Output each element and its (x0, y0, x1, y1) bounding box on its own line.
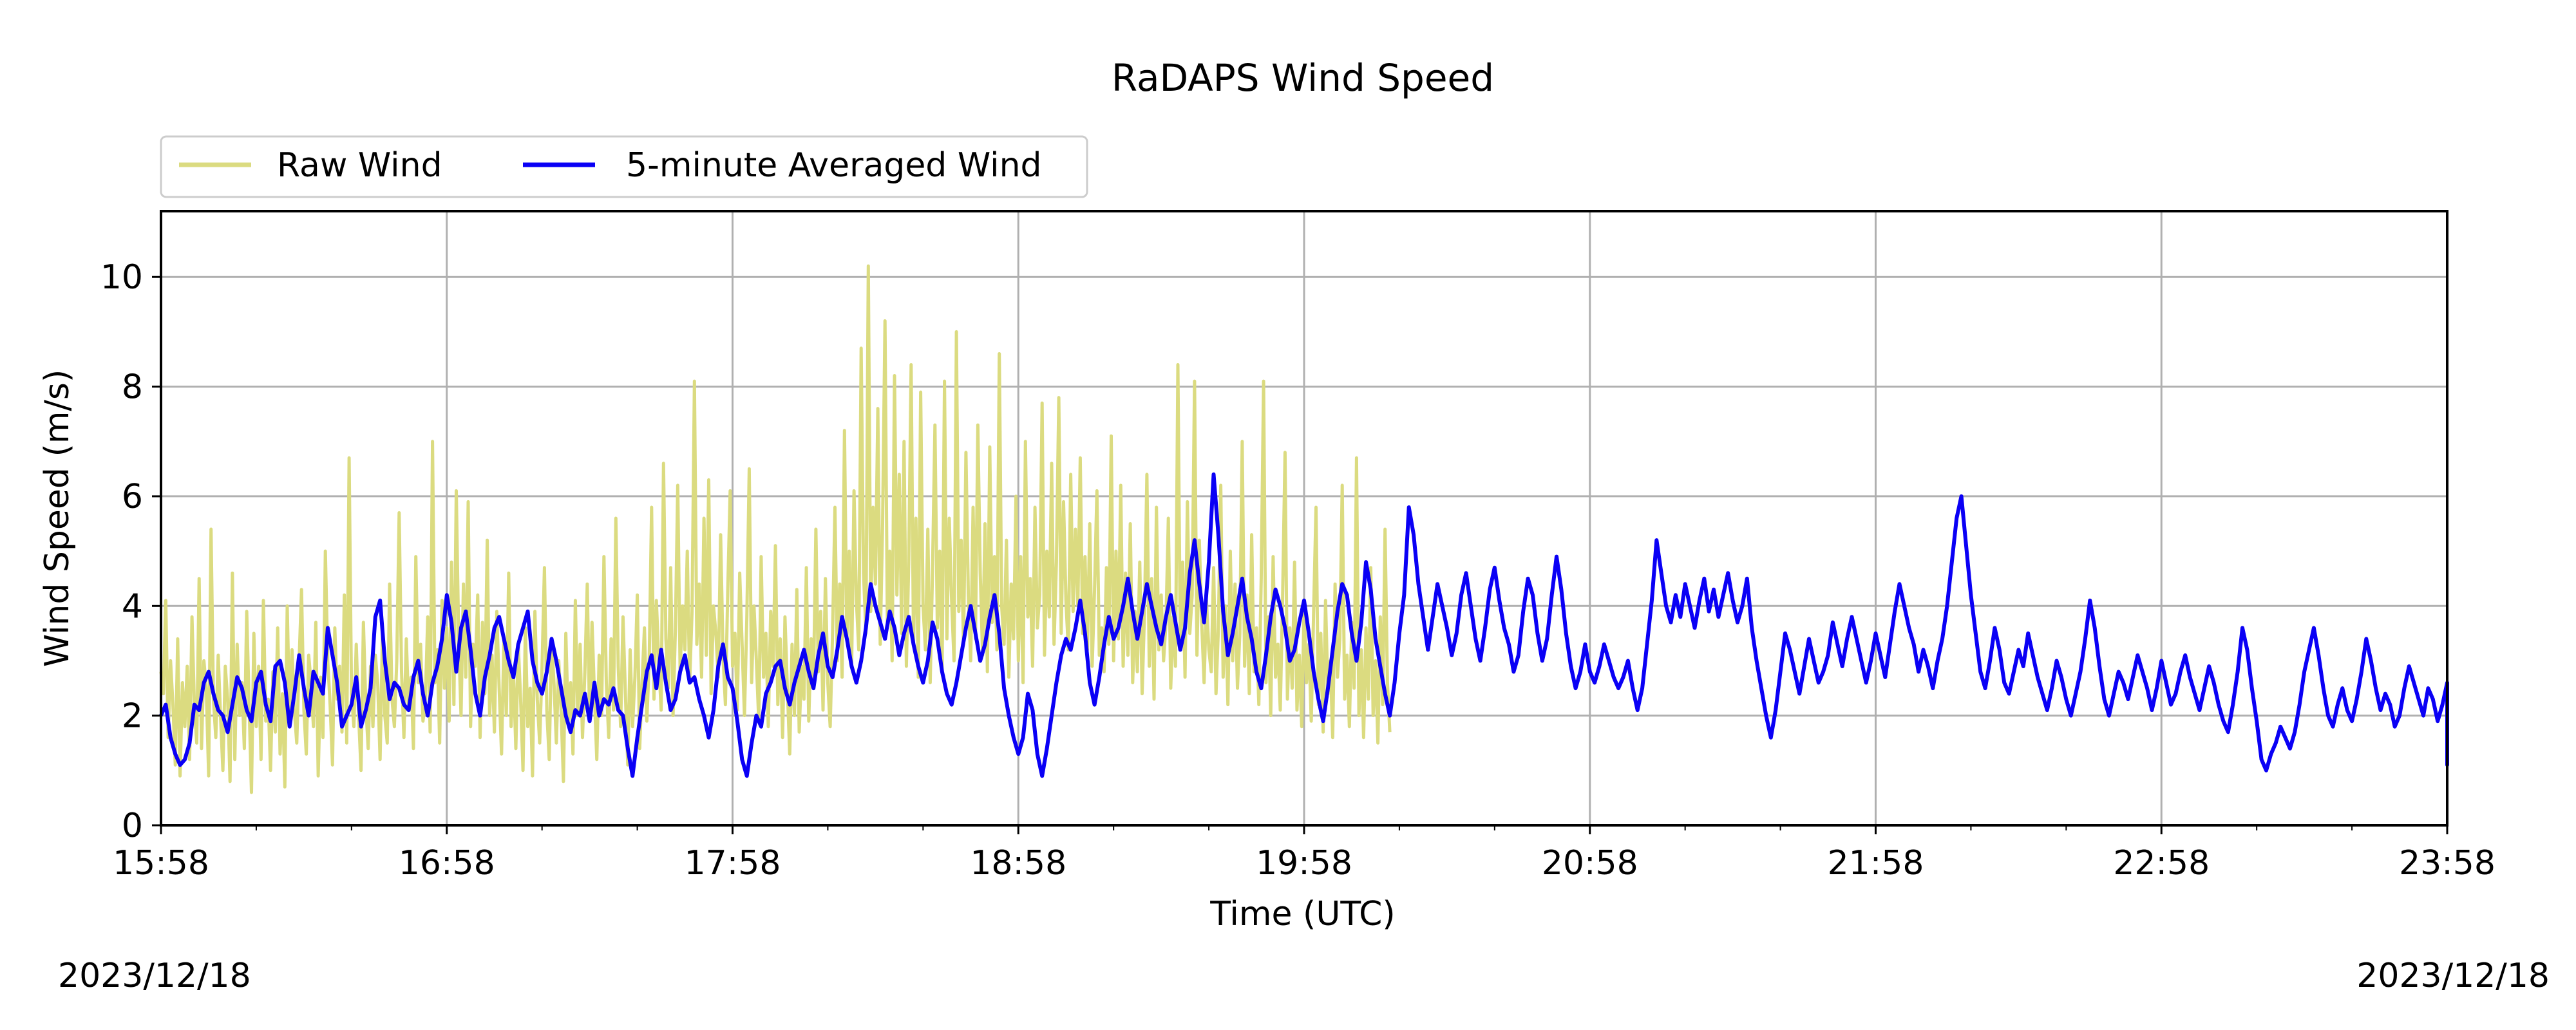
y-tick-label: 2 (122, 697, 143, 736)
y-tick-label: 6 (122, 478, 143, 516)
chart-title: RaDAPS Wind Speed (1112, 56, 1494, 100)
raw-wind-line (159, 264, 1392, 794)
x-tick-label: 22:58 (2113, 844, 2210, 883)
x-tick-label: 16:58 (399, 844, 495, 883)
date-left: 2023/12/18 (58, 957, 251, 995)
x-tick-label: 17:58 (685, 844, 781, 883)
x-tick-label: 21:58 (1828, 844, 1924, 883)
x-axis-label: Time (UTC) (1209, 895, 1395, 933)
date-right: 2023/12/18 (2356, 957, 2550, 995)
legend-label-raw-wind: Raw Wind (277, 146, 442, 185)
legend-label-averaged-wind: 5-minute Averaged Wind (626, 146, 1042, 185)
y-axis-label: Wind Speed (m/s) (38, 370, 77, 668)
axis-layer: 15:58 16:58 17:58 18:58 19:58 20:58 21:58 22:58… (100, 258, 2496, 883)
x-tick-label: 19:58 (1256, 844, 1352, 883)
averaged-wind-series (159, 472, 2449, 778)
y-tick-label: 4 (122, 587, 143, 626)
legend-box (160, 135, 1088, 198)
raw-wind-series (159, 264, 1392, 794)
y-tick-label: 8 (122, 368, 143, 407)
y-tick-label: 10 (100, 258, 143, 297)
grid-layer (160, 211, 2448, 827)
x-tick-label: 18:58 (970, 844, 1066, 883)
x-tick-label: 23:58 (2399, 844, 2496, 883)
y-tick-label: 0 (122, 807, 143, 845)
x-tick-label: 20:58 (1542, 844, 1638, 883)
x-tick-label: 15:58 (113, 844, 209, 883)
legend: Raw Wind 5-minute Averaged Wind (160, 135, 1088, 198)
averaged-wind-line (159, 472, 2449, 778)
